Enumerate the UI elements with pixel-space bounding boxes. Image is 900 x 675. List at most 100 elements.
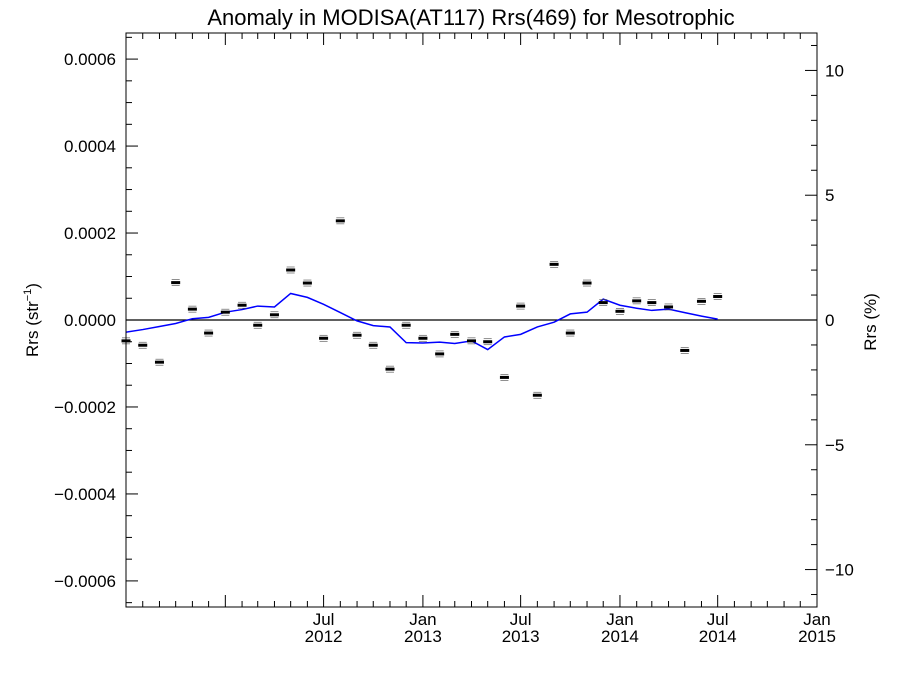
data-point	[204, 329, 214, 337]
y-tick-label-left: 0.0000	[64, 311, 116, 330]
data-point-marker	[335, 219, 345, 223]
data-point	[253, 321, 263, 329]
data-point	[401, 321, 411, 329]
y-tick-label-right: 0	[825, 311, 834, 330]
data-point	[647, 299, 657, 306]
data-point-marker	[713, 295, 723, 299]
data-point	[319, 334, 329, 342]
data-point	[680, 347, 690, 354]
y-tick-label-right: 5	[825, 186, 834, 205]
y-tick-label-right: −10	[825, 561, 854, 580]
data-point	[187, 305, 197, 313]
data-point-marker	[286, 268, 296, 272]
data-point-marker	[269, 313, 279, 317]
y-tick-label-right: −5	[825, 436, 844, 455]
data-point	[713, 293, 723, 300]
data-point	[467, 337, 476, 345]
data-point	[632, 297, 642, 305]
data-point	[286, 266, 296, 274]
x-axis: Jul2012Jan2013Jul2013Jan2014Jul2014Jan20…	[125, 33, 836, 646]
data-point-marker	[302, 281, 312, 285]
right-y-axis: 10 5 0 −5 −10	[805, 44, 854, 596]
data-point-marker	[549, 262, 559, 266]
x-tick-label-year: 2013	[502, 627, 540, 646]
plot-frame	[125, 32, 818, 608]
data-point	[598, 299, 608, 306]
data-point-marker	[401, 323, 411, 327]
data-point	[516, 302, 526, 310]
x-tick-label-month: Jan	[803, 610, 830, 629]
data-point	[615, 308, 625, 315]
data-point	[138, 341, 148, 349]
x-tick-label-month: Jul	[313, 610, 335, 629]
x-tick-label-year: 2012	[305, 627, 343, 646]
data-point-marker	[532, 393, 542, 397]
data-point	[664, 303, 674, 311]
data-point-marker	[582, 281, 592, 285]
data-point	[435, 350, 445, 358]
data-point	[483, 338, 493, 346]
data-point	[220, 308, 230, 316]
x-tick-label-month: Jan	[606, 610, 633, 629]
y-tick-label-left: −0.0002	[54, 398, 116, 417]
data-point-marker	[319, 336, 329, 340]
data-point-marker	[204, 331, 214, 335]
x-tick-label-month: Jan	[409, 610, 436, 629]
y-tick-label-left: 0.0002	[64, 224, 116, 243]
data-point-marker	[253, 323, 263, 327]
data-point	[368, 341, 378, 349]
data-point	[352, 331, 362, 339]
data-point	[450, 331, 460, 338]
data-point-marker	[187, 307, 197, 311]
data-point-marker	[632, 299, 642, 303]
data-point-marker	[385, 367, 395, 371]
data-point-marker	[615, 309, 625, 313]
data-point-marker	[418, 336, 428, 340]
y-axis-label-left-sup: −1	[22, 289, 34, 302]
data-point-marker	[138, 343, 148, 347]
data-point	[418, 334, 428, 342]
data-point	[302, 279, 312, 287]
x-tick-label-year: 2014	[699, 627, 737, 646]
data-point-marker	[467, 339, 476, 343]
y-tick-label-right: 10	[825, 61, 844, 80]
data-point	[154, 358, 164, 366]
x-tick-label-year: 2014	[601, 627, 639, 646]
data-point-marker	[696, 299, 706, 303]
y-tick-label-left: −0.0006	[54, 572, 116, 591]
y-tick-label-left: 0.0006	[64, 50, 116, 69]
y-axis-label-right: Rrs (%)	[861, 293, 880, 351]
data-point	[237, 301, 247, 309]
x-tick-label-month: Jul	[510, 610, 532, 629]
y-axis-label-left-end: )	[23, 283, 42, 289]
data-point	[565, 329, 575, 337]
data-point-marker	[598, 301, 608, 305]
data-point-marker	[565, 331, 575, 335]
data-point-marker	[647, 301, 657, 305]
y-axis-label-left-main: Rrs (str	[23, 301, 42, 357]
data-point-marker	[680, 348, 690, 352]
data-point-marker	[450, 332, 460, 336]
x-tick-label-month: Jul	[707, 610, 729, 629]
data-point	[532, 391, 542, 399]
data-point-marker	[368, 343, 378, 347]
data-point-marker	[435, 352, 445, 356]
y-tick-label-left: −0.0004	[54, 485, 116, 504]
data-point	[549, 261, 559, 268]
y-tick-label-left: 0.0004	[64, 137, 116, 156]
data-point-marker	[154, 360, 164, 364]
data-point	[269, 311, 279, 319]
data-point-marker	[237, 303, 247, 307]
y-axis-label-left: Rrs (str−1)	[22, 283, 42, 357]
x-tick-label-year: 2015	[798, 627, 836, 646]
x-tick-label-year: 2013	[404, 627, 442, 646]
data-point	[582, 279, 592, 287]
data-point-marker	[664, 305, 674, 309]
data-point	[385, 365, 395, 373]
left-y-axis: 0.0006 0.0004 0.0002 0.0000 −0.0002 −0.0004 −0…	[54, 36, 138, 604]
data-point-marker	[220, 310, 230, 314]
data-point-marker	[483, 340, 493, 344]
data-point-marker	[499, 375, 509, 379]
data-point-marker	[516, 304, 526, 308]
